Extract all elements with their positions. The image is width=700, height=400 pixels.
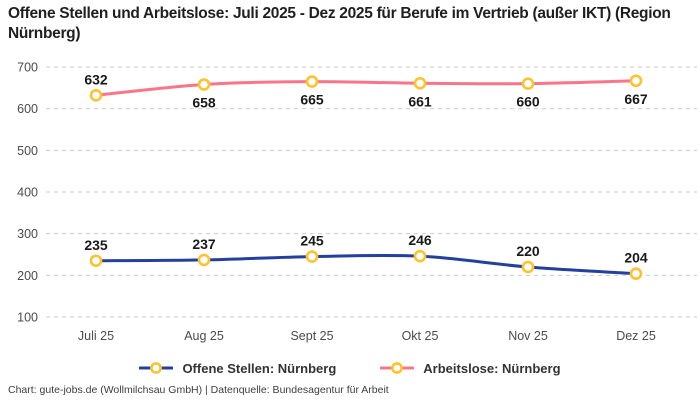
data-point-label: 235: [84, 237, 108, 253]
data-point-marker: [629, 267, 643, 280]
chart-footer-attribution: Chart: gute-jobs.de (Wollmilchsau GmbH) …: [8, 384, 389, 396]
data-point-marker: [521, 77, 535, 90]
x-axis-tick-label: Aug 25: [184, 329, 224, 343]
data-point-marker: [89, 89, 103, 102]
y-axis-tick-label: 100: [17, 311, 38, 325]
data-point-label: 658: [192, 95, 216, 111]
data-point-marker: [197, 78, 211, 91]
line-chart-plot: 100 200 300 400 500 600 700 Juli 25 Aug 25 Sept 2…: [17, 61, 697, 343]
y-axis-tick-label: 400: [17, 186, 38, 200]
data-point-marker: [89, 254, 103, 268]
data-point-label: 667: [624, 91, 648, 107]
y-axis-tick-label: 700: [17, 61, 38, 75]
legend-line-marker-icon: [380, 362, 415, 374]
data-point-label: 246: [408, 232, 432, 248]
x-axis-tick-label: Okt 25: [402, 329, 439, 343]
data-point-label: 220: [516, 243, 540, 259]
legend-label: Offene Stellen: Nürnberg: [182, 360, 337, 376]
series-line: [94, 253, 638, 276]
data-point-marker: [197, 253, 211, 267]
x-axis-tick-label: Sept 25: [290, 329, 333, 343]
data-point-marker: [305, 75, 319, 88]
data-point-label: 632: [84, 71, 108, 87]
data-point-marker: [305, 250, 319, 263]
data-point-label: 204: [624, 250, 648, 266]
data-point-marker: [413, 76, 427, 90]
data-point-label: 665: [300, 92, 324, 108]
y-axis-tick-label: 500: [17, 144, 38, 158]
data-point-label: 245: [300, 233, 324, 249]
x-axis-tick-label: Dez 25: [616, 329, 656, 343]
data-point-marker: [413, 249, 427, 263]
y-axis-tick-label: 200: [17, 269, 38, 283]
series-line: [94, 79, 638, 97]
data-point-label: 660: [516, 94, 540, 110]
legend-item: Offene Stellen: Nürnberg: [139, 361, 336, 376]
legend-line-marker-icon: [139, 362, 174, 374]
y-axis-tick-label: 600: [17, 102, 38, 116]
data-point-marker: [521, 260, 535, 274]
legend-label: Arbeitslose: Nürnberg: [423, 360, 561, 376]
data-point-marker: [629, 74, 643, 88]
chart-legend: Offene Stellen: Nürnberg Arbeitslose: Nür…: [0, 358, 700, 378]
data-point-label: 661: [408, 93, 432, 109]
y-axis-tick-label: 300: [17, 227, 38, 241]
legend-item: Arbeitslose: Nürnberg: [380, 360, 561, 376]
x-axis-tick-label: Juli 25: [78, 329, 114, 343]
x-axis-tick-label: Nov 25: [508, 329, 548, 343]
chart-title: Offene Stellen und Arbeitslose: Juli 202…: [8, 5, 671, 43]
data-point-label: 237: [192, 236, 216, 252]
